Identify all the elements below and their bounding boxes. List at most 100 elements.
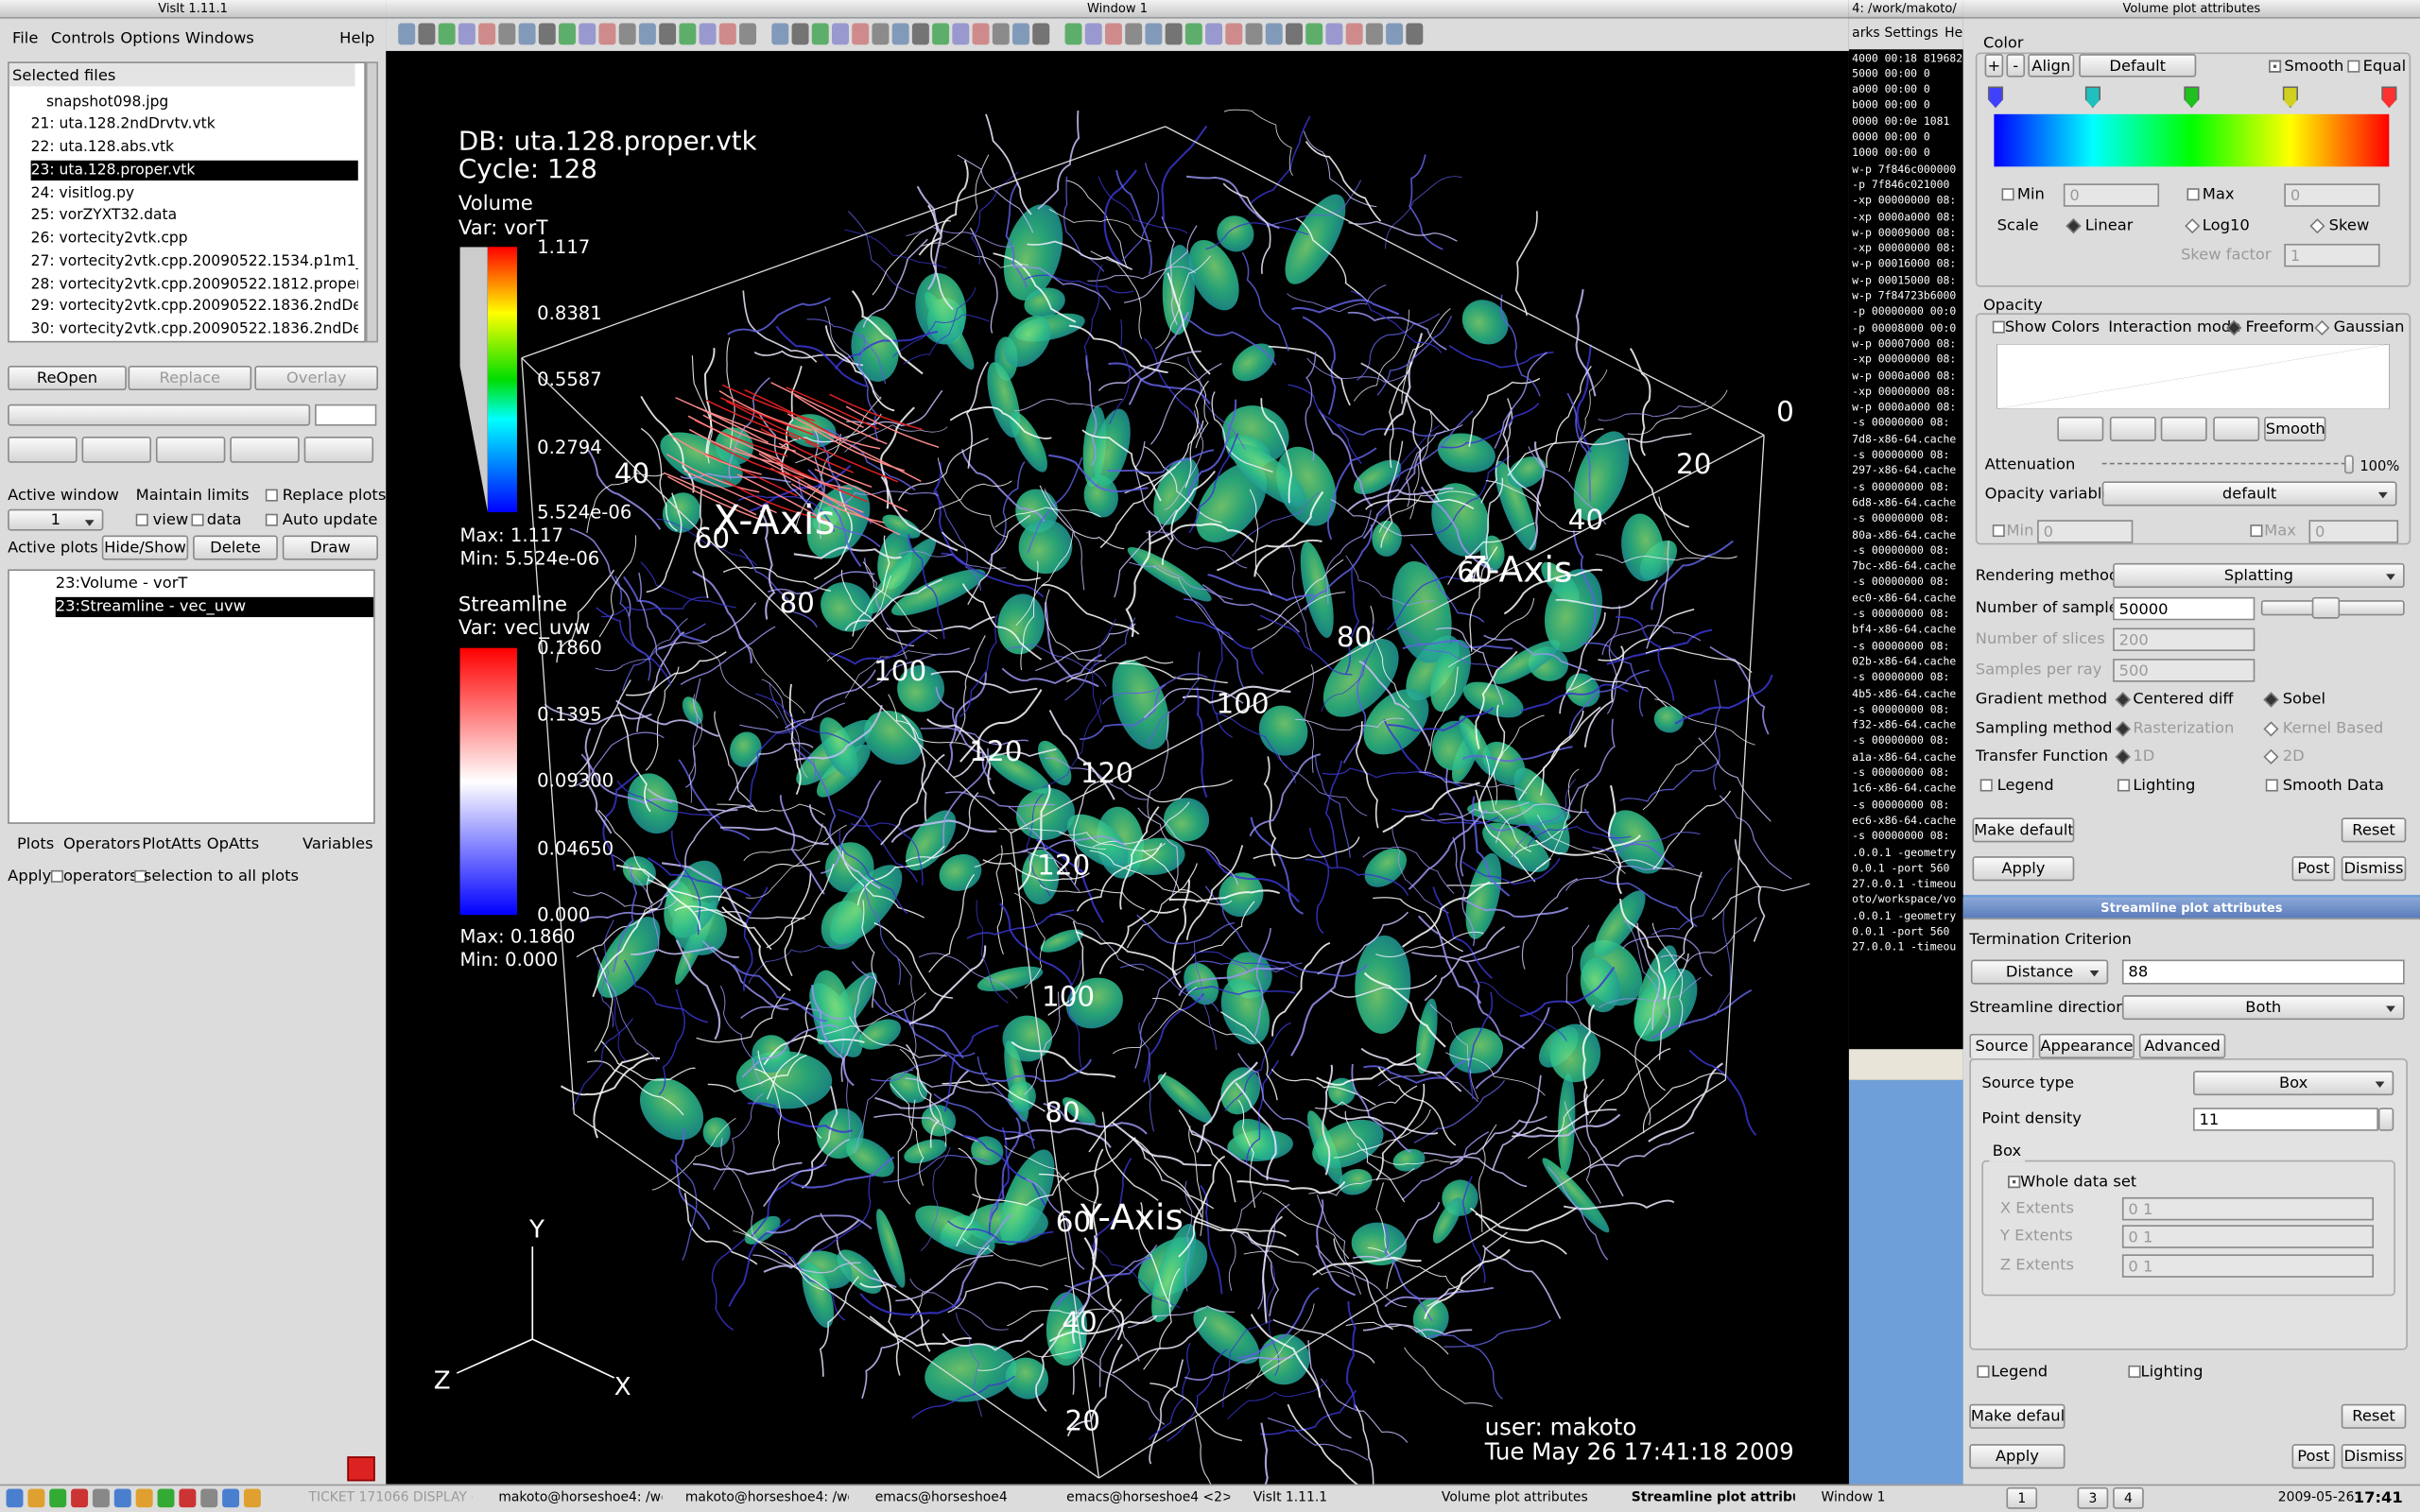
toolbar-button[interactable] <box>872 23 890 45</box>
menu-item[interactable]: Hel <box>1945 25 1966 42</box>
file-item[interactable]: 22: uta.128.abs.vtk <box>30 138 175 156</box>
text-field[interactable]: 0 <box>2037 520 2134 543</box>
menu-item[interactable]: Settings <box>1884 25 1939 42</box>
toolbar-button[interactable] <box>638 23 656 45</box>
toolbar-button[interactable] <box>1032 23 1050 45</box>
text-field[interactable]: 88 <box>2121 959 2405 985</box>
tab[interactable]: Operators <box>62 835 141 853</box>
tab[interactable]: Variables <box>302 835 373 853</box>
button[interactable]: Apply <box>1972 856 2075 882</box>
toolbar-button[interactable] <box>952 23 970 45</box>
checkbox[interactable] <box>2187 188 2200 201</box>
toolbar-button[interactable] <box>832 23 849 45</box>
vcr-button[interactable] <box>8 437 78 463</box>
toolbar-button[interactable] <box>1184 23 1202 45</box>
button[interactable]: Post <box>2291 856 2336 882</box>
toolbar-button[interactable] <box>911 23 929 45</box>
text-field[interactable]: 0 <box>2308 520 2399 543</box>
vcr-button[interactable] <box>81 437 151 463</box>
checkbox[interactable] <box>1977 1365 1990 1378</box>
task-button[interactable]: emacs@horseshoe4 <box>874 1489 1008 1505</box>
checkbox[interactable] <box>2118 779 2131 792</box>
dropdown[interactable]: Both <box>2121 995 2405 1021</box>
text-field[interactable]: 0 <box>2063 183 2160 207</box>
task-button[interactable]: TICKET 171066 DISPLAY - K <box>308 1489 473 1505</box>
file-item[interactable]: 25: vorZYXT32.data <box>30 207 178 225</box>
toolbar-button[interactable] <box>398 23 416 45</box>
toolbar-button[interactable] <box>498 23 516 45</box>
toolbar-button[interactable] <box>538 23 556 45</box>
button[interactable]: Replace <box>128 365 252 391</box>
toolbar-button[interactable] <box>1125 23 1143 45</box>
checkbox[interactable] <box>1979 779 1993 792</box>
checkbox[interactable] <box>265 513 278 526</box>
checkbox[interactable] <box>2265 779 2278 792</box>
toolbar-button[interactable] <box>1165 23 1183 45</box>
launcher-icon[interactable] <box>49 1488 67 1508</box>
checkbox[interactable] <box>265 489 278 502</box>
time-slider[interactable] <box>8 404 311 426</box>
menu-item[interactable]: arks <box>1852 25 1880 42</box>
file-item[interactable]: 21: uta.128.2ndDrvtv.vtk <box>30 115 216 133</box>
text-field[interactable]: 200 <box>2113 627 2256 651</box>
toolbar-button[interactable] <box>598 23 616 45</box>
tab[interactable]: Appearance <box>2038 1033 2135 1058</box>
file-item[interactable]: 29: vortecity2vtk.cpp.20090522.1836.2ndD… <box>30 298 358 316</box>
toolbar-button[interactable] <box>852 23 870 45</box>
button[interactable]: Dismiss <box>2341 1444 2407 1469</box>
task-button[interactable]: Volume plot attributes <box>1441 1489 1588 1505</box>
checkbox[interactable] <box>1992 320 2005 334</box>
color-marker[interactable] <box>2381 86 2397 109</box>
tab[interactable]: Advanced <box>2138 1033 2226 1058</box>
vcr-button[interactable] <box>230 437 300 463</box>
checkbox[interactable] <box>134 869 147 883</box>
launcher-icon[interactable] <box>179 1488 197 1508</box>
time-field[interactable] <box>315 404 377 426</box>
spinner[interactable] <box>2377 1108 2394 1131</box>
toolbar-button[interactable] <box>1325 23 1343 45</box>
toolbar-button[interactable] <box>1084 23 1102 45</box>
toolbar-button[interactable] <box>458 23 475 45</box>
launcher-icon[interactable] <box>113 1488 131 1508</box>
tab[interactable]: Source <box>1969 1033 2034 1058</box>
checkbox[interactable] <box>2269 60 2282 73</box>
text-field[interactable]: 0 1 <box>2121 1196 2375 1221</box>
task-button[interactable]: Streamline plot attributes <box>1631 1489 1795 1505</box>
toolbar-button[interactable] <box>1225 23 1243 45</box>
toolbar-button[interactable] <box>972 23 990 45</box>
plot-item[interactable]: 23:Streamline - vec_uvw <box>55 596 374 617</box>
color-marker[interactable] <box>2184 86 2200 109</box>
opacity-shape-button[interactable] <box>2057 416 2104 441</box>
toolbar-button[interactable] <box>1145 23 1163 45</box>
toolbar-button[interactable] <box>579 23 596 45</box>
pager-button[interactable]: 1 <box>2006 1486 2038 1509</box>
opacity-shape-button[interactable] <box>2213 416 2260 441</box>
pager-button[interactable]: 3 <box>2077 1486 2109 1509</box>
tab[interactable]: PlotAtts <box>142 835 202 853</box>
vcr-button[interactable] <box>155 437 226 463</box>
dropdown[interactable]: default <box>2101 481 2397 507</box>
text-field[interactable]: 0 <box>2284 183 2380 207</box>
color-marker[interactable] <box>2282 86 2299 109</box>
button[interactable]: Make default <box>1969 1403 2066 1429</box>
tab[interactable]: Plots <box>16 835 55 853</box>
launcher-icon[interactable] <box>71 1488 89 1508</box>
vcr-button[interactable] <box>303 437 374 463</box>
menu-item[interactable]: Help <box>339 29 375 47</box>
launcher-icon[interactable] <box>92 1488 110 1508</box>
toolbar-button[interactable] <box>518 23 536 45</box>
toolbar-button[interactable] <box>811 23 829 45</box>
button[interactable]: Reset <box>2341 1403 2407 1429</box>
button[interactable]: Align <box>2028 54 2075 77</box>
file-item[interactable]: 27: vortecity2vtk.cpp.20090522.1534.p1m1… <box>30 252 358 270</box>
checkbox[interactable] <box>135 513 148 526</box>
text-field[interactable]: 0 1 <box>2121 1254 2375 1278</box>
color-marker[interactable] <box>1987 86 2004 109</box>
launcher-icon[interactable] <box>243 1488 261 1508</box>
launcher-icon[interactable] <box>6 1488 24 1508</box>
button[interactable]: Apply <box>1969 1444 2066 1469</box>
slider-handle[interactable] <box>2344 455 2354 474</box>
toolbar-button[interactable] <box>659 23 677 45</box>
slider-handle[interactable] <box>2311 596 2341 619</box>
opacity-shape-button[interactable] <box>2160 416 2207 441</box>
